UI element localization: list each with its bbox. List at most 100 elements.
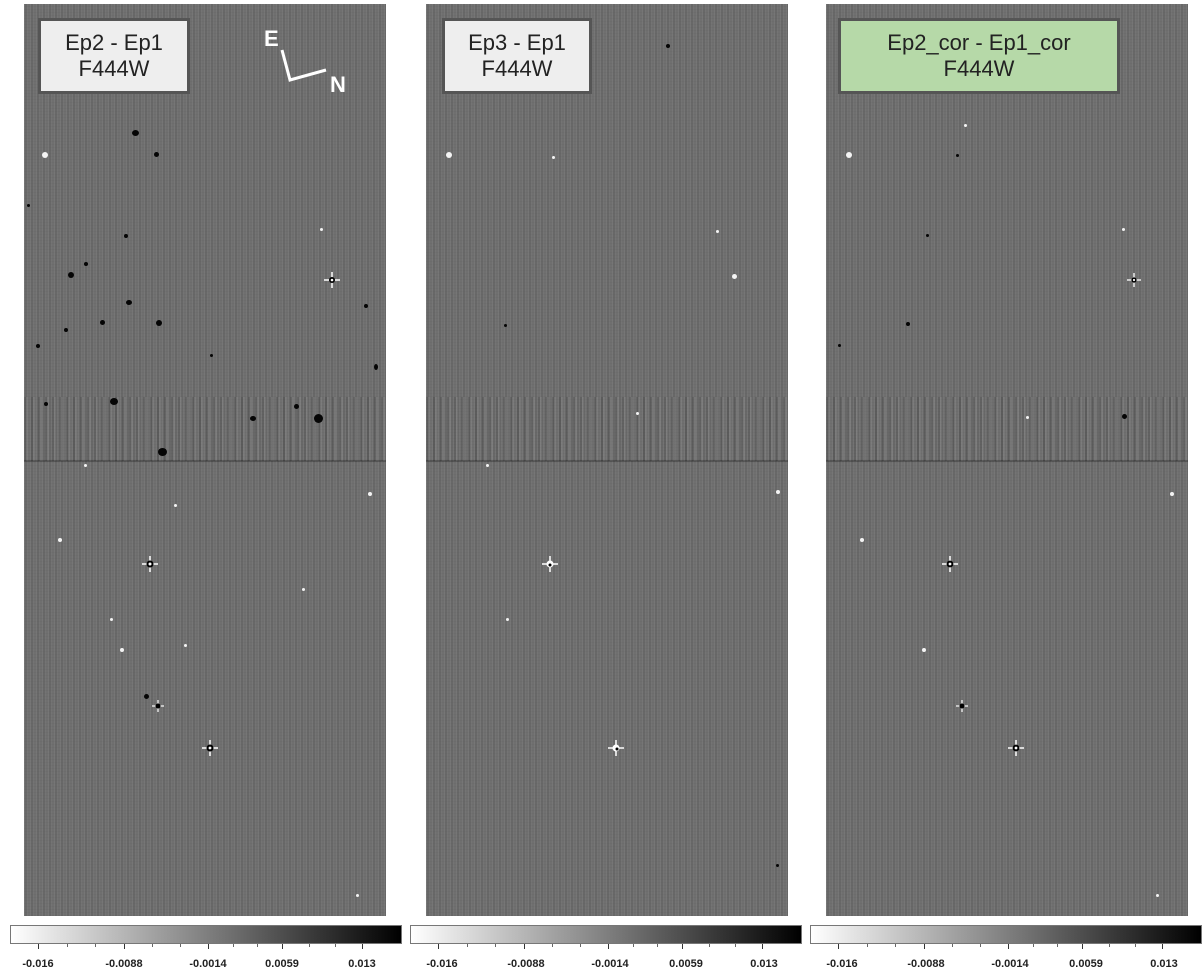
residual-source	[42, 152, 48, 158]
star-residual	[202, 740, 218, 756]
colorbar-minor-tick	[735, 944, 736, 947]
residual-source	[84, 262, 88, 266]
residual-source	[124, 234, 128, 238]
colorbar-major-tick	[362, 944, 363, 949]
colorbar-minor-tick	[895, 944, 896, 947]
colorbar-minor-tick	[152, 944, 153, 947]
residual-source	[368, 492, 372, 496]
star-residual	[324, 272, 340, 288]
colorbar-minor-tick	[1135, 944, 1136, 947]
residual-source	[110, 618, 113, 621]
residual-source	[144, 694, 149, 699]
colorbar-tick-label: 0.0059	[265, 958, 299, 970]
residual-source	[922, 648, 926, 652]
residual-source	[1026, 416, 1029, 419]
residual-source	[1122, 228, 1125, 231]
colorbar-ticks	[810, 944, 1202, 954]
colorbar-major-tick	[282, 944, 283, 949]
colorbar-major-tick	[924, 944, 925, 949]
residual-source	[506, 618, 509, 621]
residual-source	[636, 412, 639, 415]
residual-source	[1122, 414, 1127, 419]
colorbar-major-tick	[1008, 944, 1009, 949]
colorbar-minor-tick	[657, 944, 658, 947]
residual-source	[504, 324, 507, 327]
star-residual	[1008, 740, 1024, 756]
colorbar-major-tick	[438, 944, 439, 949]
colorbar-minor-tick	[67, 944, 68, 947]
difference-image	[24, 4, 386, 916]
colorbar-minor-tick	[180, 944, 181, 947]
residual-source	[110, 398, 118, 405]
colorbar-major-tick	[608, 944, 609, 949]
residual-source	[120, 648, 124, 652]
colorbar-minor-tick	[467, 944, 468, 947]
colorbar-minor-tick	[257, 944, 258, 947]
residual-source	[1170, 492, 1174, 496]
residual-source	[250, 416, 256, 421]
residual-source	[666, 44, 670, 48]
colorbar-major-tick	[1162, 944, 1163, 949]
residual-source	[36, 344, 40, 348]
colorbar-ticks	[10, 944, 402, 954]
residual-source	[27, 204, 30, 207]
colorbar-tick-label: 0.0059	[1069, 958, 1103, 970]
colorbar-major-tick	[38, 944, 39, 949]
colorbar-major-tick	[208, 944, 209, 949]
residual-source	[132, 130, 139, 136]
residual-source	[776, 490, 780, 494]
residual-source	[64, 328, 68, 332]
residual-source	[732, 274, 737, 279]
colorbar-tick-label: -0.0088	[907, 958, 945, 970]
colorbar-tick-label: -0.016	[826, 958, 858, 970]
colorbar-tick-label: 0.013	[348, 958, 376, 970]
colorbar-tick-label: -0.0088	[507, 958, 545, 970]
residual-source	[446, 152, 452, 158]
residual-source	[84, 464, 87, 467]
colorbar	[10, 925, 402, 944]
star-residual	[608, 740, 624, 756]
colorbar-minor-tick	[980, 944, 981, 947]
panel-title-line1: Ep2_cor - Ep1_cor	[887, 30, 1071, 55]
colorbar-minor-tick	[1057, 944, 1058, 947]
residual-source	[846, 152, 852, 158]
detector-gap	[24, 460, 386, 462]
colorbar-minor-tick	[495, 944, 496, 947]
compass-east-label: E	[264, 26, 279, 51]
panel-title-line2: F444W	[943, 56, 1015, 81]
residual-source	[156, 320, 162, 326]
colorbar-major-tick	[524, 944, 525, 949]
panel-title-box: Ep2 - Ep1 F444W	[38, 18, 190, 94]
panel-title-line1: Ep3 - Ep1	[468, 30, 566, 55]
colorbar-tick-label: -0.0014	[591, 958, 629, 970]
colorbar-minor-tick	[309, 944, 310, 947]
residual-source	[956, 154, 959, 157]
colorbar-minor-tick	[552, 944, 553, 947]
panel-title-line2: F444W	[481, 56, 553, 81]
colorbar-minor-tick	[633, 944, 634, 947]
residual-source	[44, 402, 48, 406]
panel-title-box: Ep3 - Ep1 F444W	[442, 18, 592, 94]
residual-source	[100, 320, 105, 325]
residual-source	[838, 344, 841, 347]
colorbar-tick-label: -0.0088	[105, 958, 143, 970]
colorbar-tick-label: -0.0014	[189, 958, 227, 970]
colorbar-minor-tick	[709, 944, 710, 947]
colorbar-tick-label: 0.0059	[669, 958, 703, 970]
colorbar-minor-tick	[1033, 944, 1034, 947]
colorbar-minor-tick	[335, 944, 336, 947]
colorbar-major-tick	[1082, 944, 1083, 949]
star-residual	[542, 556, 558, 572]
colorbar-tick-label: -0.016	[22, 958, 54, 970]
residual-source	[294, 404, 299, 409]
residual-source	[174, 504, 177, 507]
colorbar-minor-tick	[952, 944, 953, 947]
residual-source	[552, 156, 555, 159]
residual-source	[926, 234, 929, 237]
detector-seam	[826, 397, 1188, 461]
colorbar-minor-tick	[580, 944, 581, 947]
colorbar-minor-tick	[1109, 944, 1110, 947]
colorbar-tick-label: 0.013	[750, 958, 778, 970]
star-residual	[142, 556, 158, 572]
residual-source	[154, 152, 159, 157]
